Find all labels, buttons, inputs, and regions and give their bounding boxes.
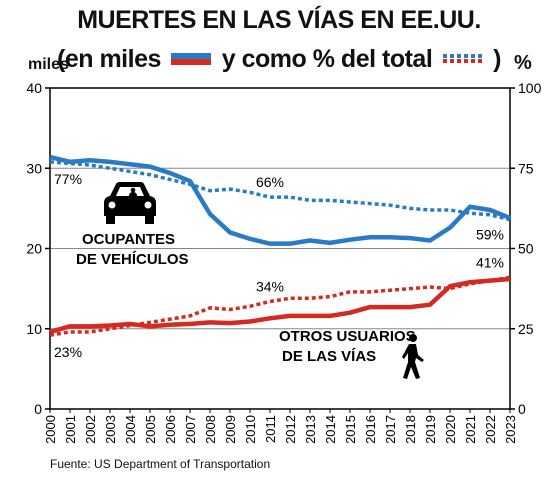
x-tick-label: 2018 <box>403 415 418 444</box>
x-tick-label: 2016 <box>363 415 378 444</box>
series-line-blue-dotted <box>49 160 511 222</box>
car-icon <box>104 182 156 224</box>
y-left-tick-label: 0 <box>34 401 42 417</box>
y-right-tick-label: 0 <box>518 401 526 417</box>
y-left-tick-label: 30 <box>26 160 42 176</box>
y-left-tick-label: 10 <box>26 321 42 337</box>
x-tick-label: 2021 <box>463 415 478 444</box>
x-tick-label: 2000 <box>43 415 58 444</box>
subtitle-part3: ) <box>493 44 501 73</box>
x-tick-label: 2007 <box>183 415 198 444</box>
x-tick-label: 2010 <box>243 415 258 444</box>
x-tick-label: 2013 <box>303 415 318 444</box>
series-line-red-solid <box>49 276 511 335</box>
x-tick-label: 2019 <box>423 415 438 444</box>
others-label-line1: OTROS USUARIOS <box>279 328 416 345</box>
y-left-tick-label: 40 <box>26 80 42 96</box>
y-right-tick-label: 100 <box>518 80 542 96</box>
y-right-tick-label: 50 <box>518 241 534 257</box>
x-tick-label: 2022 <box>483 415 498 444</box>
y-right-tick-label: 75 <box>518 160 534 176</box>
chart-subtitle: (en miles y como % del total ) <box>0 44 558 74</box>
x-tick-label: 2008 <box>203 415 218 444</box>
chart-title: MUERTES EN LAS VÍAS EN EE.UU. <box>77 6 481 34</box>
x-tick-label: 2006 <box>163 415 178 444</box>
data-label: 59% <box>476 227 504 243</box>
occupants-label-line2: DE VEHÍCULOS <box>76 251 189 268</box>
x-tick-label: 2012 <box>283 415 298 444</box>
source-note: Fuente: US Department of Transportation <box>50 457 271 471</box>
legend-solid-swatch <box>171 52 212 66</box>
pedestrian-icon <box>402 334 424 379</box>
right-axis-unit: % <box>514 52 532 74</box>
series-line-blue-solid <box>49 154 511 246</box>
legend-dotted-swatch <box>442 53 483 66</box>
data-label: 23% <box>54 344 82 360</box>
left-axis-unit: miles <box>28 56 69 73</box>
x-tick-label: 2002 <box>83 415 98 444</box>
data-label: 77% <box>54 171 82 187</box>
x-tick-label: 2003 <box>103 415 118 444</box>
x-tick-label: 2011 <box>263 415 278 443</box>
data-label: 66% <box>256 174 284 190</box>
y-left-tick-label: 20 <box>26 241 42 257</box>
x-tick-label: 2005 <box>143 415 158 444</box>
occupants-label-line1: OCUPANTES <box>82 231 175 248</box>
x-tick-label: 2015 <box>343 415 358 444</box>
x-tick-label: 2014 <box>323 415 338 444</box>
x-tick-label: 2023 <box>503 415 518 444</box>
x-tick-label: 2020 <box>443 415 458 444</box>
subtitle-part2: y como % del total <box>221 44 433 73</box>
subtitle-part1: (en miles <box>57 44 161 73</box>
others-label-line2: DE LAS VÍAS <box>282 348 376 365</box>
x-tick-label: 2017 <box>383 415 398 444</box>
data-label: 41% <box>476 254 504 270</box>
series-line-red-dotted <box>49 275 511 337</box>
data-label: 34% <box>256 278 284 294</box>
x-tick-label: 2009 <box>223 415 238 444</box>
y-right-tick-label: 25 <box>518 321 534 337</box>
x-tick-label: 2001 <box>63 415 78 444</box>
x-tick-label: 2004 <box>123 415 138 444</box>
